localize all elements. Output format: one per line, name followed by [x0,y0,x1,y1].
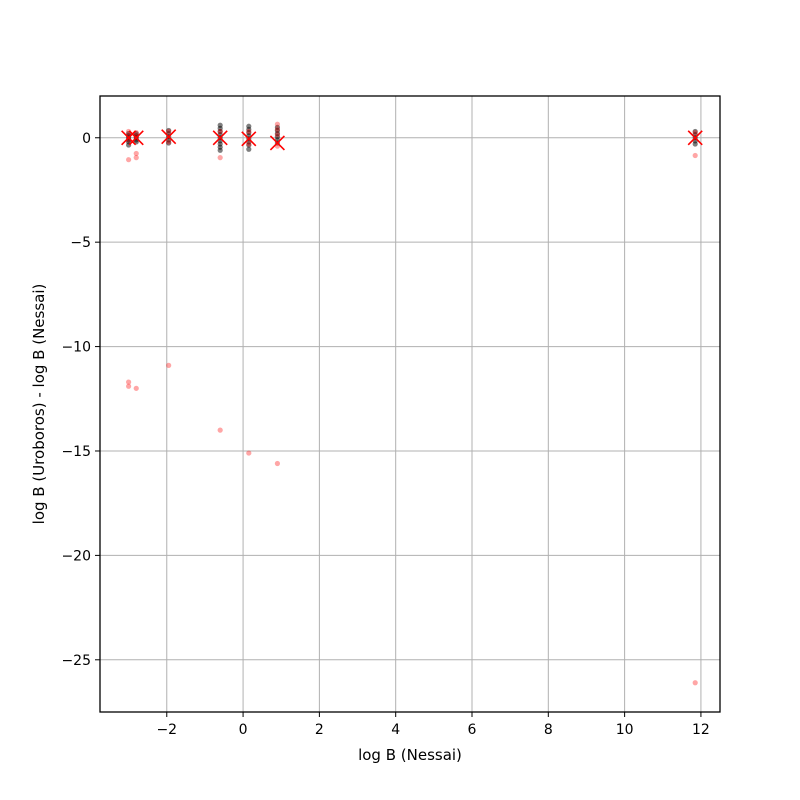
x-tick-label: 12 [692,722,710,738]
red-data-point [274,121,281,127]
red-data-point [166,362,172,368]
red-data-point [274,460,281,467]
mean-x-marker [128,130,144,146]
mean-x-marker [212,130,228,146]
grid-lines [100,96,720,712]
y-tick-label: −10 [61,340,91,356]
y-tick-label: −5 [70,235,91,251]
red-data-point [274,126,281,133]
red-data-point [692,680,698,686]
red-data-point [133,150,139,157]
red-data-point [133,155,139,161]
black-data-point [166,140,172,146]
mean-x-marker [687,130,703,146]
x-tick-label: 6 [468,722,477,738]
red-data-point [126,157,132,163]
mean-x-marker [121,130,137,146]
red-data-point [246,450,252,456]
x-tick-label: 8 [544,722,553,738]
x-tick-label: 0 [239,722,248,738]
red-data-point [166,139,172,145]
red-data-point [217,128,223,135]
red-data-point [274,132,281,138]
black-data-point [246,146,252,152]
x-axis-label: log B (Nessai) [358,746,462,764]
x-tick-label: 10 [616,722,634,738]
red-data-point [133,385,139,391]
black-data-point [692,141,698,147]
mean-x-marker [161,129,177,145]
axis-ticks: −2 0 2 4 6 8 10 120−5−10−15−20−25 [61,131,709,738]
x-tick-label: 4 [391,722,400,738]
red-data-point [692,152,698,159]
black-data-point [246,142,252,148]
red-data-point [217,155,223,161]
red-data-point [217,427,223,433]
plot-frame [99,95,721,713]
x-tick-label: −2 [156,722,177,738]
black-data-point [217,147,223,153]
x-tick-label: 2 [315,722,324,738]
y-tick-label: −15 [61,444,91,460]
y-tick-label: −20 [61,548,91,564]
red-data-point [166,128,172,135]
red-data-point [126,128,132,135]
data-points [121,121,703,686]
y-tick-label: −25 [61,653,91,669]
mean-x-marker [241,131,257,147]
red-data-point [692,129,698,136]
y-tick-label: 0 [82,131,91,147]
red-data-point [246,128,252,135]
mean-x-marker [269,135,285,151]
red-data-point [126,379,132,385]
y-axis-label: log B (Uroboros) - log B (Nessai) [30,284,48,525]
red-data-point [126,383,132,389]
red-data-point [246,141,252,147]
